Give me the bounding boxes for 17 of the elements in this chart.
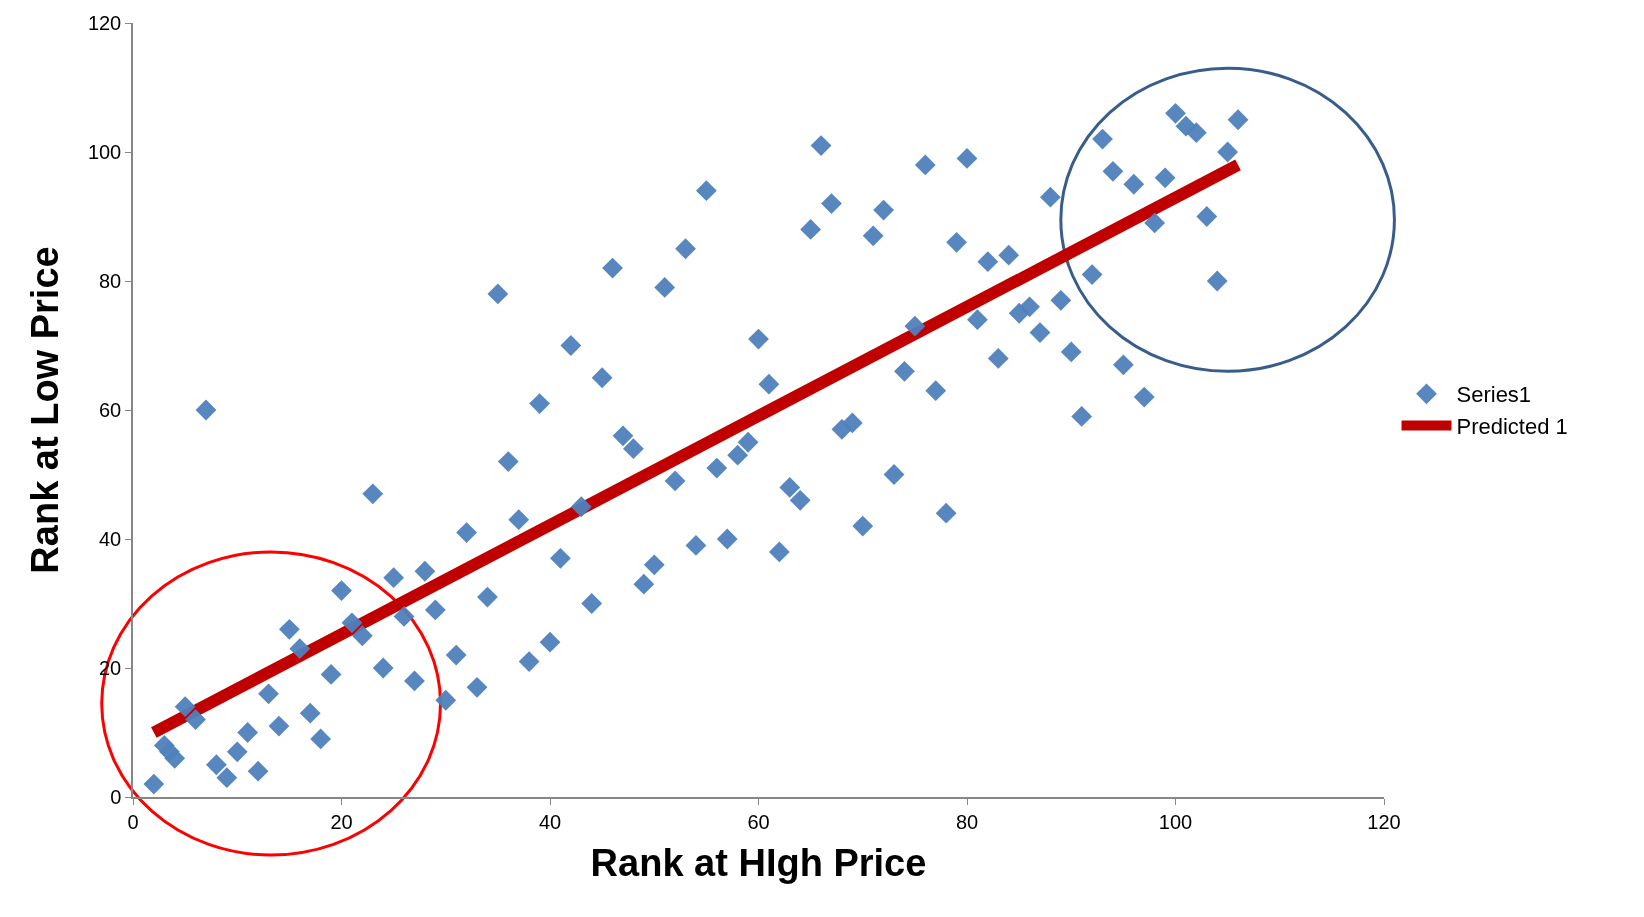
x-tick-label: 0: [127, 810, 139, 833]
x-tick-label: 120: [1367, 810, 1401, 833]
x-tick-label: 80: [955, 810, 979, 833]
x-axis-title: Rank at HIgh Price: [590, 842, 927, 885]
y-tick-label: 40: [99, 528, 122, 550]
y-tick-label: 80: [99, 270, 122, 292]
x-tick-label: 60: [747, 810, 770, 833]
legend-label: Predicted 1: [1456, 413, 1568, 439]
y-tick-label: 100: [87, 141, 122, 163]
x-tick-label: 40: [538, 810, 562, 833]
y-tick-label: 120: [87, 12, 122, 34]
x-tick-label: 20: [330, 810, 353, 833]
y-tick-label: 0: [110, 786, 122, 808]
y-axis-title: Rank at Low Price: [23, 246, 66, 574]
y-tick-label: 60: [99, 399, 122, 421]
legend-label: Series1: [1456, 382, 1532, 408]
x-tick-label: 100: [1158, 810, 1193, 833]
